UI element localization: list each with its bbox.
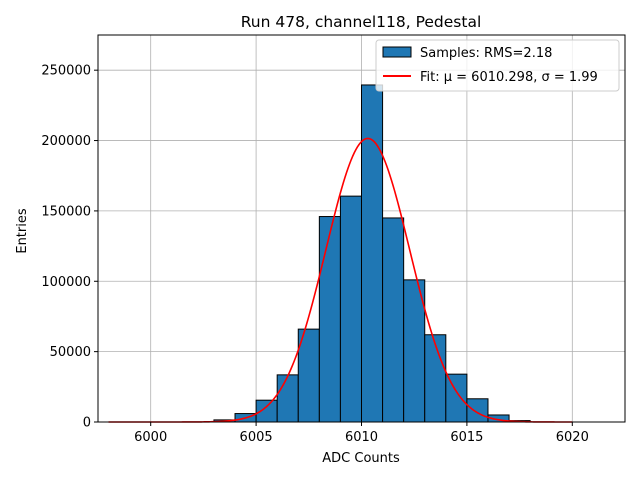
legend-histogram-label: Samples: RMS=2.18 [420,46,552,61]
histogram-bar [445,373,468,423]
x-tick-label: 6000 [134,430,167,445]
legend-fit-label: Fit: μ = 6010.298, σ = 1.99 [420,70,598,85]
legend-histogram-swatch [382,46,412,58]
x-tick-label: 6015 [450,430,483,445]
y-tick-label: 150000 [41,204,91,219]
histogram-bar [361,84,384,423]
y-tick-label: 250000 [41,64,91,79]
y-tick-label: 200000 [41,134,91,149]
histogram-bar [339,195,363,423]
legend: Samples: RMS=2.18 Fit: μ = 6010.298, σ =… [375,39,620,92]
legend-box [375,39,620,92]
x-tick-label: 6010 [345,430,378,445]
y-tick-label: 0 [83,416,91,431]
y-tick-label: 50000 [50,345,91,360]
y-axis-ticks: 0 50000 100000 150000 200000 250000 [41,64,98,431]
histogram-bar [318,216,341,423]
histogram-bar [466,398,489,423]
y-tick-label: 100000 [41,275,91,290]
histogram-bars [213,84,531,423]
x-axis-ticks: 6000 6005 6010 6015 6020 [134,422,589,445]
x-tick-label: 6020 [556,430,589,445]
histogram-bar [276,374,299,423]
histogram-bar [403,279,426,423]
x-axis-label: ADC Counts [322,451,400,466]
x-tick-label: 6005 [240,430,273,445]
y-axis-label: Entries [15,208,30,254]
histogram-bar [382,217,405,423]
histogram-bar [424,334,447,423]
chart-title: Run 478, channel118, Pedestal [241,13,482,31]
